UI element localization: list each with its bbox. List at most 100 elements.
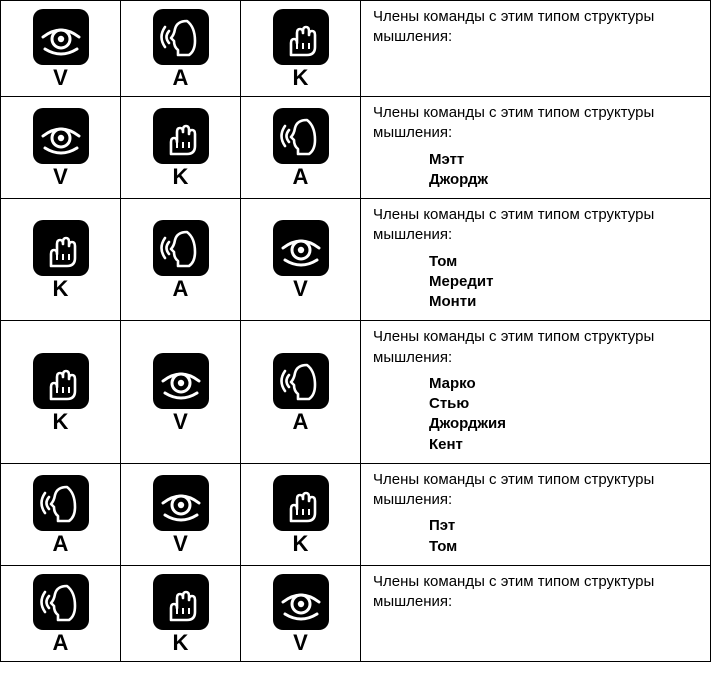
- row-header: Члены команды с этим типом структуры мыш…: [373, 103, 700, 144]
- member-name: Монти: [429, 292, 700, 312]
- members-list: МаркоСтьюДжорджияКент: [373, 374, 700, 455]
- icon-cell: A: [1, 565, 121, 661]
- vak-letter: V: [33, 166, 89, 188]
- member-name: Том: [429, 537, 700, 557]
- member-name: Марко: [429, 374, 700, 394]
- eye-icon: [33, 9, 89, 65]
- vak-letter: A: [153, 67, 209, 89]
- vak-table: VAKЧлены команды с этим типом структуры …: [0, 0, 711, 662]
- vak-icon: K: [153, 108, 209, 188]
- vak-icon: K: [273, 9, 329, 89]
- icon-cell: V: [1, 1, 121, 97]
- eye-icon: [33, 108, 89, 164]
- table-row: A K V Члены команды с этим типом структуры …: [1, 565, 711, 661]
- eye-icon: [153, 475, 209, 531]
- vak-icon: V: [273, 220, 329, 300]
- vak-letter: V: [153, 411, 209, 433]
- vak-icon: V: [33, 108, 89, 188]
- icon-cell: V: [1, 97, 121, 199]
- speak-icon: [273, 108, 329, 164]
- vak-letter: K: [33, 411, 89, 433]
- vak-icon: K: [33, 220, 89, 300]
- member-name: Том: [429, 252, 700, 272]
- member-name: Стью: [429, 394, 700, 414]
- icon-cell: A: [241, 321, 361, 464]
- vak-letter: A: [33, 632, 89, 654]
- row-header: Члены команды с этим типом структуры мыш…: [373, 327, 700, 368]
- icon-cell: K: [1, 321, 121, 464]
- member-name: Джорджия: [429, 414, 700, 434]
- vak-letter: A: [273, 166, 329, 188]
- hand-icon: [153, 108, 209, 164]
- members-cell: Члены команды с этим типом структуры мыш…: [361, 1, 711, 97]
- eye-icon: [153, 353, 209, 409]
- table-row: K A V Члены команды с этим типом структуры …: [1, 199, 711, 321]
- table-row: K V A Члены команды с этим типом структуры …: [1, 321, 711, 464]
- table-row: V A K Члены команды с этим типом структуры …: [1, 1, 711, 97]
- members-cell: Члены команды с этим типом структуры мыш…: [361, 321, 711, 464]
- hand-icon: [273, 9, 329, 65]
- vak-letter: V: [273, 278, 329, 300]
- icon-cell: V: [241, 565, 361, 661]
- table-row: V K A Члены команды с этим типом структуры …: [1, 97, 711, 199]
- icon-cell: A: [121, 1, 241, 97]
- members-list: МэттДжордж: [373, 150, 700, 191]
- vak-icon: K: [273, 475, 329, 555]
- hand-icon: [153, 574, 209, 630]
- vak-letter: K: [153, 166, 209, 188]
- icon-cell: K: [121, 565, 241, 661]
- vak-icon: V: [33, 9, 89, 89]
- vak-letter: V: [33, 67, 89, 89]
- vak-letter: A: [153, 278, 209, 300]
- vak-icon: A: [153, 9, 209, 89]
- vak-icon: V: [153, 475, 209, 555]
- members-list: ПэтТом: [373, 516, 700, 557]
- vak-letter: A: [33, 533, 89, 555]
- icon-cell: K: [1, 199, 121, 321]
- icon-cell: K: [241, 1, 361, 97]
- vak-icon: V: [153, 353, 209, 433]
- eye-icon: [273, 574, 329, 630]
- members-cell: Члены команды с этим типом структуры мыш…: [361, 565, 711, 661]
- table-row: A V K Члены команды с этим типом структуры …: [1, 463, 711, 565]
- member-name: Мэтт: [429, 150, 700, 170]
- speak-icon: [33, 574, 89, 630]
- member-name: Пэт: [429, 516, 700, 536]
- icon-cell: A: [241, 97, 361, 199]
- vak-icon: K: [153, 574, 209, 654]
- vak-letter: V: [273, 632, 329, 654]
- member-name: Джордж: [429, 170, 700, 190]
- vak-icon: K: [33, 353, 89, 433]
- icon-cell: K: [241, 463, 361, 565]
- vak-icon: A: [273, 108, 329, 188]
- vak-letter: K: [33, 278, 89, 300]
- vak-icon: A: [153, 220, 209, 300]
- icon-cell: V: [121, 463, 241, 565]
- icon-cell: A: [121, 199, 241, 321]
- member-name: Кент: [429, 435, 700, 455]
- row-header: Члены команды с этим типом структуры мыш…: [373, 7, 700, 48]
- vak-icon: V: [273, 574, 329, 654]
- icon-cell: K: [121, 97, 241, 199]
- vak-letter: V: [153, 533, 209, 555]
- hand-icon: [273, 475, 329, 531]
- icon-cell: A: [1, 463, 121, 565]
- members-cell: Члены команды с этим типом структуры мыш…: [361, 97, 711, 199]
- vak-icon: A: [33, 475, 89, 555]
- hand-icon: [33, 353, 89, 409]
- speak-icon: [33, 475, 89, 531]
- row-header: Члены команды с этим типом структуры мыш…: [373, 572, 700, 613]
- hand-icon: [33, 220, 89, 276]
- speak-icon: [153, 220, 209, 276]
- vak-letter: K: [273, 67, 329, 89]
- row-header: Члены команды с этим типом структуры мыш…: [373, 205, 700, 246]
- speak-icon: [153, 9, 209, 65]
- vak-icon: A: [33, 574, 89, 654]
- members-cell: Члены команды с этим типом структуры мыш…: [361, 463, 711, 565]
- vak-letter: K: [153, 632, 209, 654]
- vak-icon: A: [273, 353, 329, 433]
- speak-icon: [273, 353, 329, 409]
- members-cell: Члены команды с этим типом структуры мыш…: [361, 199, 711, 321]
- eye-icon: [273, 220, 329, 276]
- members-list: ТомМередитМонти: [373, 252, 700, 313]
